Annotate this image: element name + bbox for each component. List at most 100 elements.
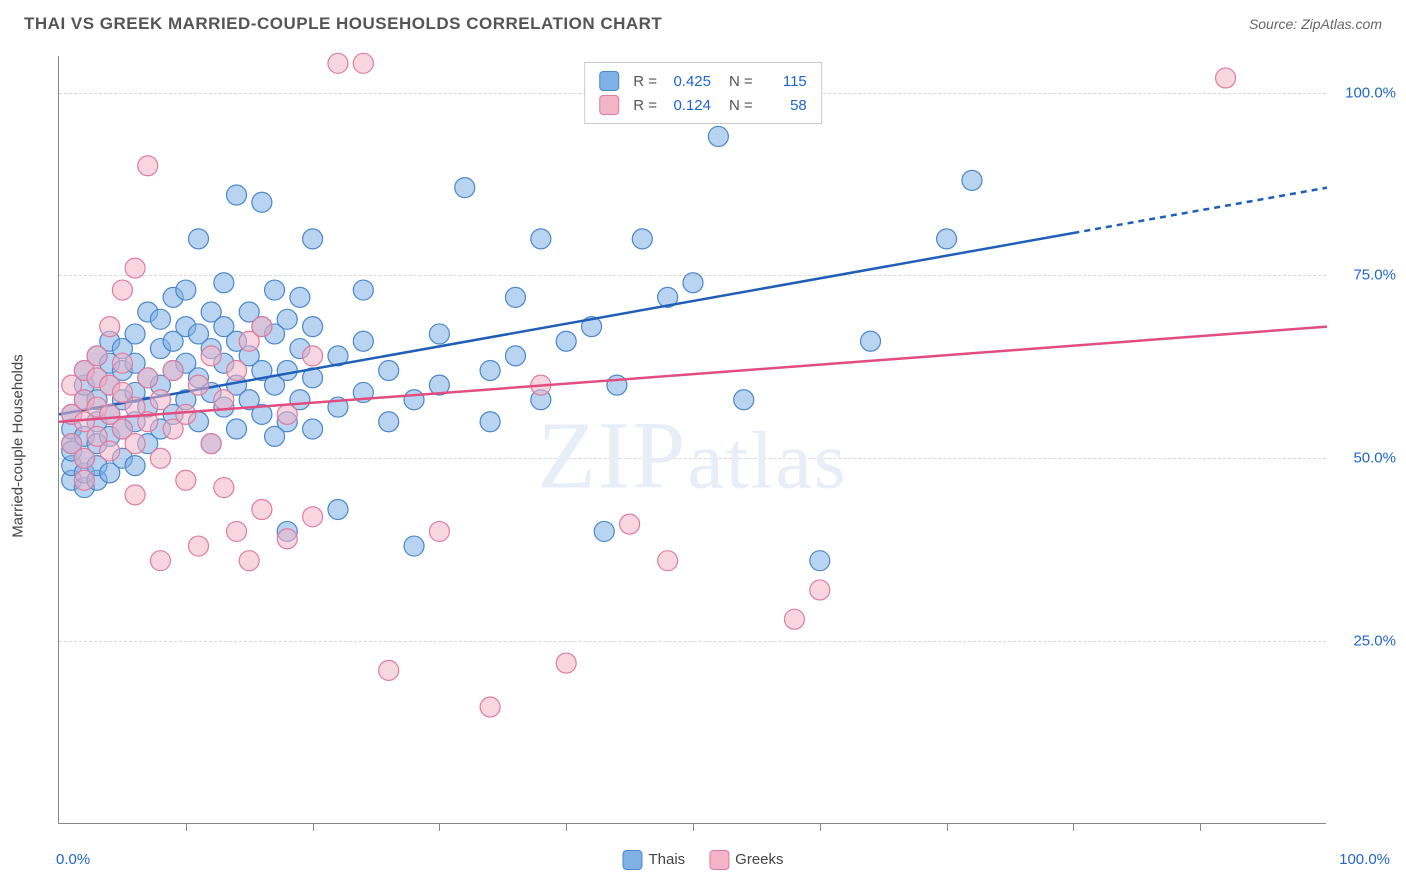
data-point bbox=[125, 324, 145, 344]
data-point bbox=[455, 178, 475, 198]
data-point bbox=[379, 412, 399, 432]
data-point bbox=[176, 404, 196, 424]
x-tick bbox=[566, 823, 567, 831]
y-tick-label: 100.0% bbox=[1336, 84, 1396, 101]
data-point bbox=[74, 470, 94, 490]
data-point bbox=[150, 448, 170, 468]
x-tick bbox=[1200, 823, 1201, 831]
correlation-legend-row: R = 0.425 N = 115 bbox=[599, 69, 807, 93]
data-point bbox=[201, 434, 221, 454]
data-point bbox=[125, 485, 145, 505]
data-point bbox=[214, 478, 234, 498]
data-point bbox=[658, 551, 678, 571]
data-point bbox=[937, 229, 957, 249]
data-point bbox=[150, 390, 170, 410]
x-tick bbox=[186, 823, 187, 831]
legend-item: Greeks bbox=[709, 850, 783, 870]
chart-svg bbox=[59, 56, 1326, 823]
series-legend: Thais Greeks bbox=[622, 850, 783, 870]
chart-plot-area: ZIPatlas 25.0%50.0%75.0%100.0% bbox=[58, 56, 1326, 824]
data-point bbox=[404, 536, 424, 556]
legend-item: Thais bbox=[622, 850, 685, 870]
x-axis-max-label: 100.0% bbox=[1339, 851, 1390, 868]
data-point bbox=[429, 324, 449, 344]
data-point bbox=[188, 536, 208, 556]
data-point bbox=[100, 441, 120, 461]
data-point bbox=[505, 346, 525, 366]
data-point bbox=[239, 551, 259, 571]
legend-n-value: 58 bbox=[761, 97, 807, 114]
data-point bbox=[620, 514, 640, 534]
data-point bbox=[87, 346, 107, 366]
legend-label: Greeks bbox=[735, 851, 783, 868]
data-point bbox=[150, 309, 170, 329]
data-point bbox=[353, 280, 373, 300]
data-point bbox=[303, 229, 323, 249]
correlation-legend-row: R =0.124N =58 bbox=[599, 93, 807, 117]
data-point bbox=[201, 346, 221, 366]
x-tick bbox=[313, 823, 314, 831]
y-axis-label: Married-couple Households bbox=[10, 354, 27, 537]
legend-label: Thais bbox=[648, 851, 685, 868]
data-point bbox=[379, 660, 399, 680]
chart-title: THAI VS GREEK MARRIED-COUPLE HOUSEHOLDS … bbox=[24, 14, 662, 34]
data-point bbox=[556, 653, 576, 673]
data-point bbox=[328, 499, 348, 519]
data-point bbox=[277, 404, 297, 424]
data-point bbox=[531, 229, 551, 249]
legend-n-label: N = bbox=[729, 73, 753, 90]
data-point bbox=[265, 280, 285, 300]
data-point bbox=[163, 361, 183, 381]
data-point bbox=[252, 192, 272, 212]
data-point bbox=[353, 53, 373, 73]
data-point bbox=[290, 287, 310, 307]
data-point bbox=[252, 317, 272, 337]
data-point bbox=[962, 170, 982, 190]
legend-r-value: 0.425 bbox=[665, 73, 711, 90]
data-point bbox=[303, 317, 323, 337]
data-point bbox=[176, 280, 196, 300]
data-point bbox=[125, 456, 145, 476]
y-tick-label: 25.0% bbox=[1336, 633, 1396, 650]
correlation-legend: R = 0.425 N = 115 R =0.124N =58 bbox=[584, 62, 822, 124]
data-point bbox=[404, 390, 424, 410]
data-point bbox=[328, 53, 348, 73]
header: THAI VS GREEK MARRIED-COUPLE HOUSEHOLDS … bbox=[0, 0, 1406, 44]
data-point bbox=[277, 309, 297, 329]
data-point bbox=[556, 331, 576, 351]
data-point bbox=[188, 375, 208, 395]
legend-swatch bbox=[709, 850, 729, 870]
data-point bbox=[353, 331, 373, 351]
x-tick bbox=[439, 823, 440, 831]
data-point bbox=[784, 609, 804, 629]
data-point bbox=[227, 361, 247, 381]
data-point bbox=[480, 361, 500, 381]
data-point bbox=[810, 580, 830, 600]
data-point bbox=[303, 419, 323, 439]
data-point bbox=[138, 156, 158, 176]
data-point bbox=[112, 353, 132, 373]
data-point bbox=[252, 499, 272, 519]
data-point bbox=[505, 287, 525, 307]
data-point bbox=[1216, 68, 1236, 88]
data-point bbox=[683, 273, 703, 293]
data-point bbox=[429, 521, 449, 541]
data-point bbox=[112, 280, 132, 300]
legend-swatch bbox=[599, 95, 619, 115]
data-point bbox=[125, 258, 145, 278]
y-tick-label: 75.0% bbox=[1336, 267, 1396, 284]
x-axis-min-label: 0.0% bbox=[56, 851, 90, 868]
legend-r-label: R = bbox=[633, 73, 657, 90]
data-point bbox=[277, 529, 297, 549]
x-tick bbox=[820, 823, 821, 831]
data-point bbox=[214, 390, 234, 410]
legend-n-value: 115 bbox=[761, 73, 807, 90]
data-point bbox=[176, 470, 196, 490]
data-point bbox=[74, 448, 94, 468]
data-point bbox=[227, 419, 247, 439]
data-point bbox=[150, 551, 170, 571]
data-point bbox=[227, 521, 247, 541]
trend-line-extrapolated bbox=[1073, 188, 1327, 233]
data-point bbox=[125, 434, 145, 454]
data-point bbox=[188, 229, 208, 249]
